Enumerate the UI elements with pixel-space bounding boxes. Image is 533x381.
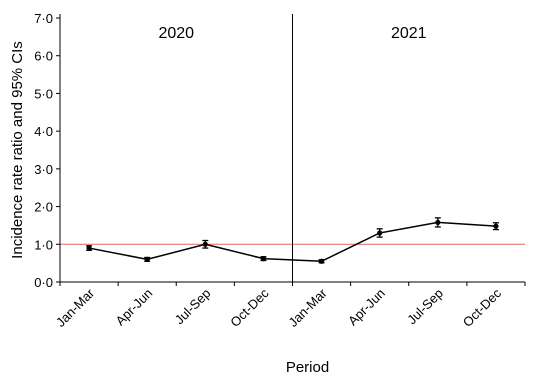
- x-tick-label: Apr-Jun: [113, 286, 156, 329]
- y-tick-label: 6·0: [34, 49, 53, 64]
- y-tick-label: 1·0: [34, 237, 53, 252]
- x-tick-label: Oct-Dec: [227, 285, 272, 330]
- period-label: 2021: [391, 25, 427, 42]
- y-tick-label: 4·0: [34, 124, 53, 139]
- y-tick-label: 2·0: [34, 200, 53, 215]
- y-tick-label: 0·0: [34, 275, 53, 290]
- y-tick-label: 3·0: [34, 162, 53, 177]
- period-label: 2020: [158, 25, 194, 42]
- data-point: [202, 241, 208, 247]
- series-line: [88, 221, 496, 263]
- data-point: [260, 256, 267, 262]
- x-tick-label: Jan-Mar: [53, 285, 98, 330]
- data-point: [318, 258, 325, 264]
- x-tick-label: Jul-Sep: [172, 286, 214, 328]
- y-axis-title: Incidence rate ratio and 95% CIs: [9, 41, 26, 259]
- data-point: [493, 223, 499, 229]
- data-point: [86, 245, 92, 251]
- y-tick-label: 7·0: [34, 11, 53, 26]
- x-tick-label: Apr-Jun: [345, 286, 388, 329]
- data-point: [377, 230, 383, 236]
- x-tick-label: Oct-Dec: [460, 285, 505, 330]
- data-point: [144, 256, 150, 262]
- x-axis-title: Period: [286, 359, 329, 376]
- x-tick-label: Jul-Sep: [404, 286, 446, 328]
- y-tick-label: 5·0: [34, 86, 53, 101]
- x-tick-label: Jan-Mar: [285, 285, 330, 330]
- data-point: [435, 219, 441, 226]
